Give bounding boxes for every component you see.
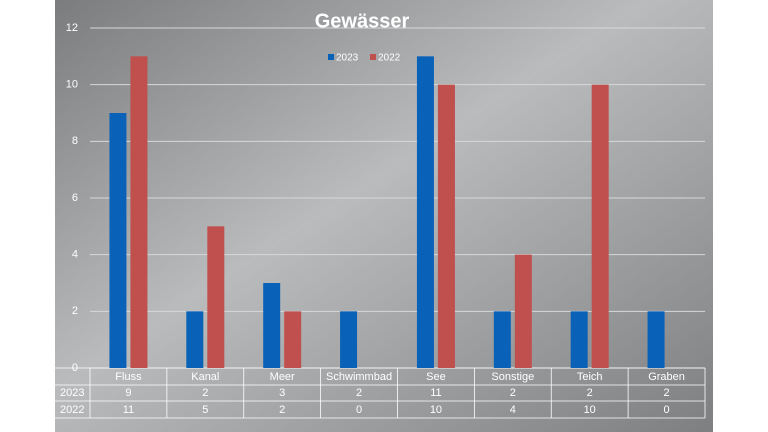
bar: [284, 311, 302, 368]
x-tick-label: Graben: [648, 371, 685, 383]
bar: [493, 311, 511, 368]
table-cell: 2: [587, 387, 593, 399]
bar: [647, 311, 665, 368]
x-tick-label: See: [426, 371, 446, 383]
table-cell: 9: [125, 387, 131, 399]
bar: [591, 84, 609, 369]
chart-title: Gewässer: [315, 10, 410, 32]
table-cell: 2: [356, 387, 362, 399]
legend-swatch: [370, 54, 376, 60]
x-tick-label: Teich: [577, 371, 603, 383]
bar: [263, 283, 281, 368]
table-cell: 2: [279, 404, 285, 416]
table-cell: 2: [202, 387, 208, 399]
table-cell: 10: [430, 404, 442, 416]
legend-swatch: [328, 54, 334, 60]
bar: [130, 56, 148, 368]
table-cell: 2: [664, 387, 670, 399]
x-tick-label: Schwimmbad: [326, 371, 392, 383]
legend-label: 2023: [336, 53, 359, 64]
table-cell: 11: [430, 387, 441, 399]
table-cell: 0: [356, 404, 362, 416]
y-tick-label: 4: [72, 249, 78, 261]
table-row-label: 2022: [60, 404, 84, 416]
table-cell: 5: [202, 404, 208, 416]
bar: [514, 254, 532, 368]
bar: [416, 56, 434, 368]
table-row-label: 2023: [60, 387, 84, 399]
bar: [570, 311, 588, 368]
x-tick-label: Meer: [270, 371, 295, 383]
y-tick-label: 12: [66, 22, 78, 34]
table-cell: 3: [279, 387, 285, 399]
bar: [109, 113, 127, 368]
y-tick-label: 6: [72, 192, 78, 204]
table-cell: 0: [664, 404, 670, 416]
y-tick-label: 10: [66, 79, 78, 91]
bar: [207, 226, 225, 368]
bar: [186, 311, 204, 368]
table-cell: 11: [123, 404, 134, 416]
table-cell: 4: [510, 404, 516, 416]
table-cell: 2: [510, 387, 516, 399]
bar: [340, 311, 358, 368]
y-tick-label: 8: [72, 135, 78, 147]
x-tick-label: Fluss: [115, 371, 142, 383]
table-cell: 10: [584, 404, 596, 416]
x-tick-label: Sonstige: [491, 371, 534, 383]
legend-label: 2022: [378, 53, 401, 64]
chart-background: [55, 0, 713, 432]
bar: [437, 84, 455, 369]
x-tick-label: Kanal: [191, 371, 219, 383]
y-tick-label: 2: [72, 305, 78, 317]
